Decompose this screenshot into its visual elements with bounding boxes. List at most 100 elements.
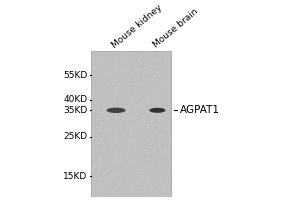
Point	[129, 128, 134, 131]
Point	[136, 82, 141, 85]
Point	[160, 76, 164, 79]
Point	[100, 123, 105, 126]
Point	[141, 120, 146, 123]
Point	[145, 117, 149, 120]
Point	[109, 72, 113, 75]
Point	[141, 195, 146, 199]
Point	[112, 100, 117, 103]
Point	[112, 132, 117, 135]
Point	[134, 81, 138, 84]
Point	[152, 182, 157, 186]
Point	[157, 89, 162, 92]
Point	[112, 65, 117, 68]
Point	[98, 176, 103, 179]
Point	[92, 68, 97, 71]
Point	[143, 174, 148, 177]
Point	[142, 87, 147, 90]
Point	[105, 169, 110, 173]
Point	[130, 125, 135, 128]
Point	[89, 65, 94, 68]
Point	[159, 180, 164, 183]
Point	[130, 139, 134, 142]
Point	[145, 157, 150, 160]
Point	[111, 83, 116, 86]
Point	[116, 181, 120, 185]
Point	[116, 84, 121, 88]
Point	[108, 97, 113, 100]
Point	[89, 166, 94, 170]
Point	[98, 100, 103, 103]
Point	[151, 64, 156, 68]
Point	[96, 166, 100, 169]
Point	[102, 109, 106, 112]
Point	[98, 115, 102, 118]
Point	[98, 72, 103, 75]
Point	[91, 193, 96, 197]
Point	[93, 90, 98, 93]
Point	[98, 126, 102, 129]
Point	[164, 86, 169, 89]
Point	[144, 125, 149, 128]
Point	[156, 53, 161, 56]
Point	[90, 87, 95, 90]
Point	[152, 76, 157, 79]
Point	[116, 182, 121, 186]
Point	[93, 165, 98, 169]
Point	[161, 127, 166, 130]
Point	[91, 166, 96, 169]
Point	[120, 76, 125, 79]
Point	[98, 168, 103, 172]
Point	[118, 96, 123, 100]
Point	[111, 187, 116, 190]
Point	[101, 60, 106, 64]
Point	[158, 54, 162, 58]
Point	[94, 134, 99, 137]
Point	[134, 52, 139, 56]
Point	[146, 100, 151, 103]
Point	[162, 55, 167, 58]
Point	[162, 151, 167, 155]
Point	[157, 175, 162, 179]
Point	[89, 75, 94, 79]
Point	[153, 132, 158, 135]
Point	[136, 63, 141, 66]
Point	[139, 67, 144, 70]
Point	[123, 166, 128, 169]
Point	[162, 98, 167, 102]
Point	[155, 141, 160, 144]
Point	[94, 185, 98, 189]
Point	[101, 73, 106, 76]
Point	[122, 52, 127, 55]
Point	[103, 156, 108, 159]
Point	[122, 87, 127, 90]
Point	[136, 103, 140, 106]
Point	[107, 186, 112, 190]
Point	[142, 120, 147, 123]
Point	[150, 173, 155, 176]
Point	[100, 55, 105, 58]
Point	[125, 137, 130, 140]
Point	[130, 71, 135, 74]
Point	[112, 99, 117, 102]
Point	[142, 104, 147, 107]
Point	[151, 127, 156, 130]
Point	[100, 56, 105, 59]
Point	[163, 164, 167, 167]
Point	[108, 175, 113, 179]
Point	[113, 136, 118, 139]
Point	[133, 81, 138, 85]
Point	[98, 120, 103, 123]
Point	[136, 67, 140, 71]
Point	[114, 116, 119, 119]
Point	[114, 85, 118, 89]
Point	[118, 59, 123, 62]
Point	[107, 64, 112, 67]
Text: Mouse brain: Mouse brain	[152, 7, 200, 50]
Point	[101, 146, 106, 149]
Point	[91, 167, 95, 170]
Point	[92, 60, 96, 63]
Point	[154, 106, 159, 109]
Point	[130, 75, 135, 78]
Point	[168, 192, 173, 195]
Point	[136, 120, 141, 123]
